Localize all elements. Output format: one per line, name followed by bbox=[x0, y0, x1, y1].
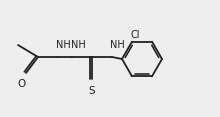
Text: NH: NH bbox=[56, 40, 70, 50]
Text: O: O bbox=[18, 79, 26, 89]
Text: NH: NH bbox=[71, 40, 85, 50]
Text: S: S bbox=[89, 86, 95, 96]
Text: NH: NH bbox=[110, 40, 124, 50]
Text: Cl: Cl bbox=[130, 30, 140, 40]
